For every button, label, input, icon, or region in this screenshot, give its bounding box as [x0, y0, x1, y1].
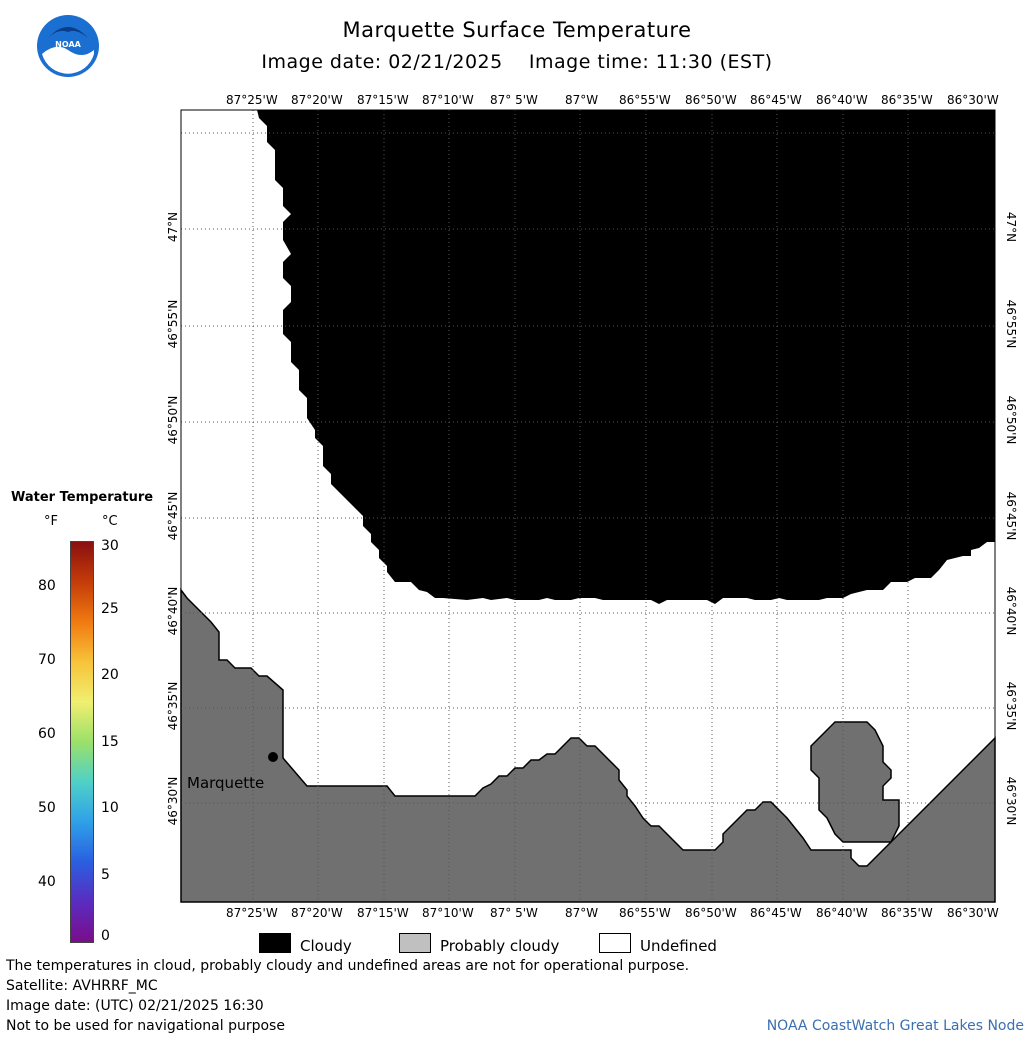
lon-label: 86°40'W	[816, 93, 868, 107]
c-tick: 15	[101, 734, 119, 750]
f-tick: 80	[38, 578, 56, 594]
land-shoreline	[180, 587, 996, 903]
legend-label: Probably cloudy	[440, 937, 560, 955]
f-tick: 70	[38, 652, 56, 668]
lon-label: 86°55'W	[619, 93, 671, 107]
lon-label: 86°50'W	[685, 906, 737, 920]
page-title: Marquette Surface Temperature	[342, 18, 692, 42]
lat-label: 46°30'N	[166, 776, 180, 826]
image-date-time: Image date: 02/21/2025 Image time: 11:30…	[261, 51, 773, 73]
legend-swatch-probably-cloudy	[399, 933, 431, 953]
legend-swatch-undefined	[599, 933, 631, 953]
lat-label: 47°N	[166, 211, 180, 243]
noaa-logo: NOAA	[37, 15, 99, 77]
lat-label: 47°N	[1004, 211, 1018, 243]
lon-label: 87°15'W	[357, 906, 409, 920]
temperature-map	[180, 109, 996, 903]
lon-label: 86°55'W	[619, 906, 671, 920]
lat-label: 46°45'N	[1004, 491, 1018, 541]
lon-label: 87° 5'W	[490, 93, 538, 107]
c-tick: 25	[101, 601, 119, 617]
c-tick: 0	[101, 928, 110, 944]
c-tick: 30	[101, 538, 119, 554]
lon-label: 86°50'W	[685, 93, 737, 107]
lat-label: 46°40'N	[166, 586, 180, 636]
unit-c: °C	[102, 514, 118, 529]
lake-island	[810, 721, 900, 843]
lon-label: 87°20'W	[291, 906, 343, 920]
lon-label: 87°10'W	[422, 906, 474, 920]
lon-label: 87°20'W	[291, 93, 343, 107]
credit-link[interactable]: NOAA CoastWatch Great Lakes Node	[766, 1018, 1024, 1034]
f-tick: 50	[38, 800, 56, 816]
legend-label: Cloudy	[300, 937, 352, 955]
lon-label: 87°W	[565, 906, 599, 920]
lat-label: 46°30'N	[1004, 776, 1018, 826]
city-marker	[268, 752, 278, 762]
unit-f: °F	[44, 514, 58, 529]
c-tick: 20	[101, 667, 119, 683]
colorbar-title: Water Temperature	[11, 490, 154, 505]
lon-label: 86°30'W	[947, 906, 999, 920]
f-tick: 40	[38, 874, 56, 890]
lon-label: 87°25'W	[226, 93, 278, 107]
svg-text:NOAA: NOAA	[55, 40, 81, 49]
lat-label: 46°35'N	[166, 681, 180, 731]
lon-label: 86°45'W	[750, 93, 802, 107]
legend-label: Undefined	[640, 937, 717, 955]
lat-label: 46°55'N	[166, 299, 180, 349]
lat-label: 46°45'N	[166, 491, 180, 541]
lon-label: 87°10'W	[422, 93, 474, 107]
navigation-warning: Not to be used for navigational purpose	[6, 1018, 285, 1034]
map-frame	[180, 109, 996, 903]
lat-label: 46°40'N	[1004, 586, 1018, 636]
c-tick: 5	[101, 867, 110, 883]
f-tick: 60	[38, 726, 56, 742]
lon-label: 87° 5'W	[490, 906, 538, 920]
cloud-mask	[257, 110, 995, 604]
lon-label: 87°15'W	[357, 93, 409, 107]
lon-label: 86°35'W	[881, 93, 933, 107]
lon-label: 86°35'W	[881, 906, 933, 920]
colorbar-gradient	[70, 541, 94, 943]
lon-label: 86°30'W	[947, 93, 999, 107]
utc-date-text: Image date: (UTC) 02/21/2025 16:30	[6, 998, 264, 1014]
lon-label: 86°40'W	[816, 906, 868, 920]
lat-label: 46°50'N	[1004, 395, 1018, 445]
legend-swatch-cloudy	[259, 933, 291, 953]
lon-label: 87°25'W	[226, 906, 278, 920]
lon-label: 86°45'W	[750, 906, 802, 920]
lon-label: 87°W	[565, 93, 599, 107]
graticule	[181, 110, 995, 902]
satellite-text: Satellite: AVHRRF_MC	[6, 978, 158, 994]
lat-label: 46°55'N	[1004, 299, 1018, 349]
disclaimer-text: The temperatures in cloud, probably clou…	[6, 958, 690, 974]
c-tick: 10	[101, 800, 119, 816]
lat-label: 46°35'N	[1004, 681, 1018, 731]
city-label: Marquette	[187, 774, 265, 792]
lat-label: 46°50'N	[166, 395, 180, 445]
